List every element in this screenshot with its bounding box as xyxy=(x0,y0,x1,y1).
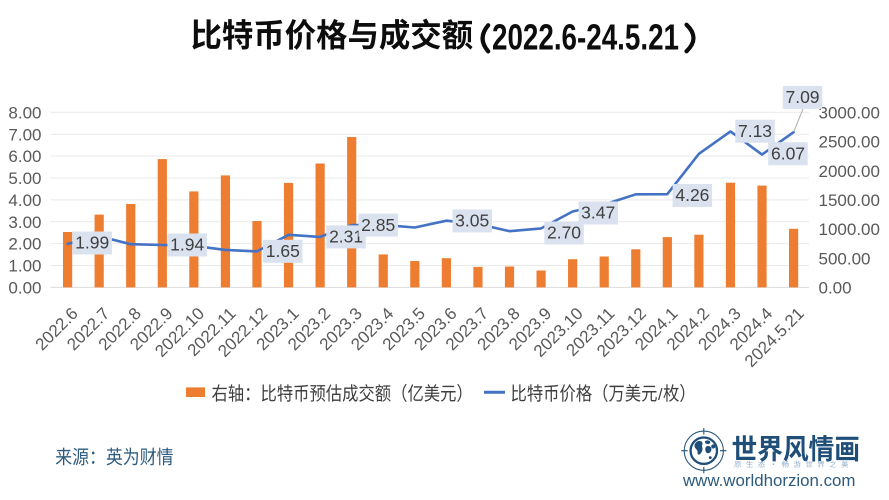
svg-text:4.00: 4.00 xyxy=(8,191,41,210)
svg-text:2.31: 2.31 xyxy=(329,227,363,247)
svg-text:2.85: 2.85 xyxy=(361,215,395,235)
svg-text:/: / xyxy=(658,386,663,404)
svg-text:2500.00: 2500.00 xyxy=(819,133,880,152)
svg-text:2022.6-24.5.21: 2022.6-24.5.21 xyxy=(492,17,679,58)
svg-text:3.47: 3.47 xyxy=(581,203,615,223)
svg-text:1.99: 1.99 xyxy=(75,233,109,253)
svg-text:3.00: 3.00 xyxy=(8,213,41,232)
svg-text:6.00: 6.00 xyxy=(8,147,41,166)
svg-text:7.00: 7.00 xyxy=(8,125,41,144)
svg-text:2.70: 2.70 xyxy=(547,223,581,243)
svg-text:4.26: 4.26 xyxy=(675,185,709,205)
svg-text:0.00: 0.00 xyxy=(8,279,41,298)
svg-text:3.05: 3.05 xyxy=(455,211,489,231)
svg-text:2.00: 2.00 xyxy=(8,235,41,254)
svg-text:www.worldhorzion.com: www.worldhorzion.com xyxy=(682,471,856,490)
svg-text:3000.00: 3000.00 xyxy=(819,103,880,122)
svg-text:500.00: 500.00 xyxy=(819,249,871,268)
svg-text:1.00: 1.00 xyxy=(8,257,41,276)
svg-text:7.13: 7.13 xyxy=(738,121,772,141)
svg-text:1000.00: 1000.00 xyxy=(819,220,880,239)
svg-text:2000.00: 2000.00 xyxy=(819,162,880,181)
svg-text:1.65: 1.65 xyxy=(266,241,300,261)
svg-text:1500.00: 1500.00 xyxy=(819,191,880,210)
svg-text:1.94: 1.94 xyxy=(170,235,204,255)
svg-text:8.00: 8.00 xyxy=(8,103,41,122)
svg-text:0.00: 0.00 xyxy=(819,279,852,298)
svg-text:7.09: 7.09 xyxy=(785,87,819,107)
svg-text:5.00: 5.00 xyxy=(8,169,41,188)
svg-text:6.07: 6.07 xyxy=(771,143,805,163)
